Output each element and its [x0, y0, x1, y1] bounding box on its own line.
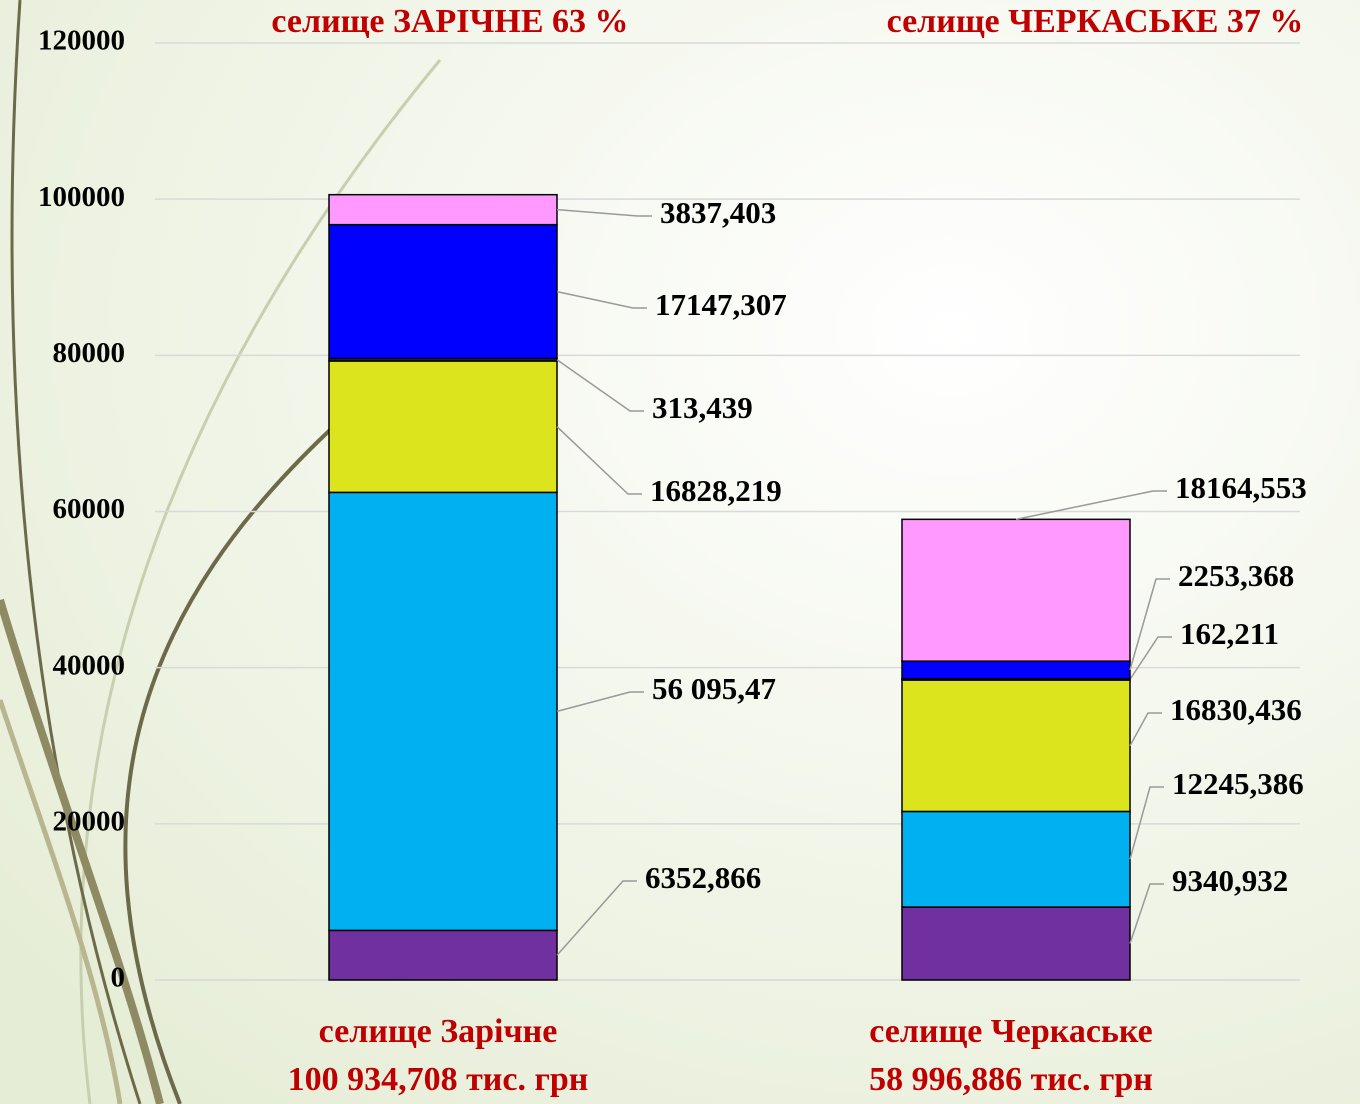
- y-tick-label: 40000: [53, 649, 126, 681]
- category-total: 100 934,708 тис. грн: [288, 1061, 589, 1098]
- annotation: селище ЧЕРКАСЬКЕ 37 %: [887, 3, 1304, 40]
- y-tick-label: 20000: [53, 805, 126, 837]
- value-label: 2253,368: [1178, 558, 1294, 593]
- value-label: 162,211: [1180, 616, 1279, 651]
- value-label: 16828,219: [650, 473, 782, 508]
- x-tick-label: селище Зарічне: [319, 1013, 558, 1050]
- y-tick-label: 60000: [53, 493, 126, 525]
- chart: 0 20000 40000 60000 80000 100000 120000 6352,86…: [0, 0, 1360, 1104]
- bar-segment: [329, 225, 557, 359]
- bar-segment: [902, 680, 1130, 811]
- y-tick-label: 100000: [38, 181, 125, 213]
- value-label: 18164,553: [1175, 470, 1307, 505]
- value-label: 313,439: [652, 390, 753, 425]
- bar-segment: [329, 492, 557, 930]
- value-label: 3837,403: [660, 195, 776, 230]
- value-label: 12245,386: [1172, 766, 1304, 801]
- y-tick-label: 0: [111, 962, 126, 994]
- value-label: 56 095,47: [652, 671, 776, 706]
- y-tick-label: 120000: [38, 25, 125, 57]
- bar-segment: [329, 195, 557, 225]
- value-label: 9340,932: [1172, 863, 1288, 898]
- bar-segment: [902, 661, 1130, 679]
- category-total: 58 996,886 тис. грн: [869, 1061, 1153, 1098]
- bar-segment: [329, 930, 557, 980]
- bar-segment: [902, 907, 1130, 980]
- bar-segment: [902, 811, 1130, 907]
- annotation: селище ЗАРІЧНЕ 63 %: [271, 3, 628, 40]
- bar-segment: [902, 519, 1130, 661]
- x-tick-label: селище Черкаське: [869, 1013, 1153, 1050]
- y-tick-label: 80000: [53, 337, 126, 369]
- background: [0, 0, 1360, 1104]
- value-label: 17147,307: [655, 287, 787, 322]
- value-label: 6352,866: [645, 860, 761, 895]
- bar-segment: [329, 361, 557, 492]
- value-label: 16830,436: [1170, 692, 1302, 727]
